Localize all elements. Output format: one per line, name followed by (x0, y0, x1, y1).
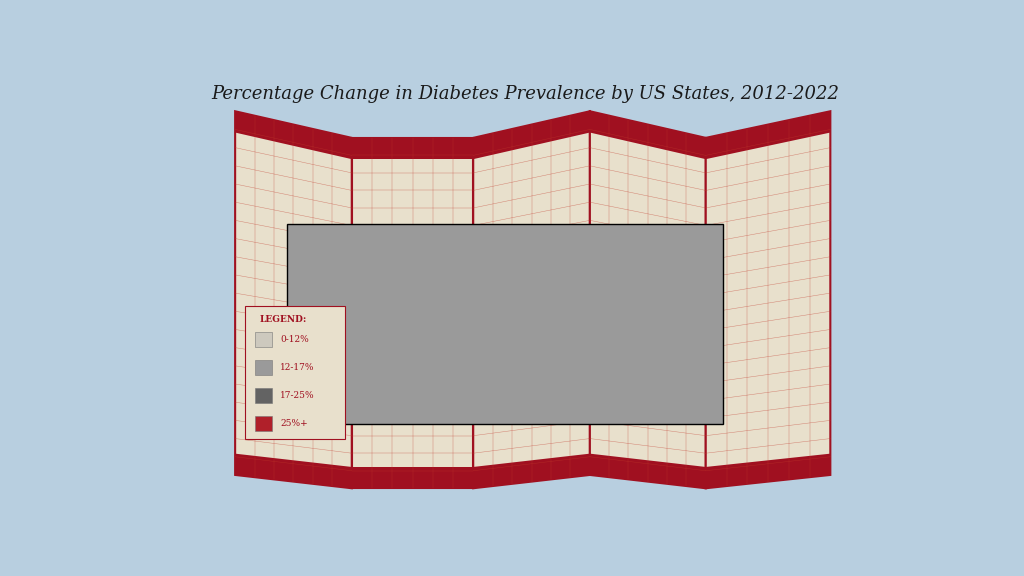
Polygon shape (706, 111, 830, 159)
Bar (255, 332, 272, 347)
Polygon shape (246, 306, 345, 439)
Polygon shape (236, 111, 352, 159)
Text: 12-17%: 12-17% (281, 363, 314, 372)
Bar (287, 224, 723, 424)
Polygon shape (706, 111, 830, 488)
Polygon shape (590, 111, 706, 159)
Polygon shape (352, 467, 473, 488)
Polygon shape (473, 111, 590, 159)
Polygon shape (352, 138, 473, 488)
Polygon shape (473, 454, 590, 488)
Polygon shape (706, 454, 830, 488)
Polygon shape (473, 111, 590, 488)
Polygon shape (590, 111, 706, 488)
Bar (255, 388, 272, 403)
Polygon shape (352, 138, 473, 159)
Text: Percentage Change in Diabetes Prevalence by US States, 2012-2022: Percentage Change in Diabetes Prevalence… (211, 85, 839, 103)
Bar (255, 360, 272, 376)
Polygon shape (236, 454, 352, 488)
Polygon shape (236, 111, 352, 488)
Text: 25%+: 25%+ (281, 419, 308, 428)
Bar (255, 416, 272, 431)
Text: LEGEND:: LEGEND: (260, 315, 307, 324)
Text: 17-25%: 17-25% (281, 391, 315, 400)
Text: 0-12%: 0-12% (281, 335, 309, 344)
Polygon shape (590, 454, 706, 488)
